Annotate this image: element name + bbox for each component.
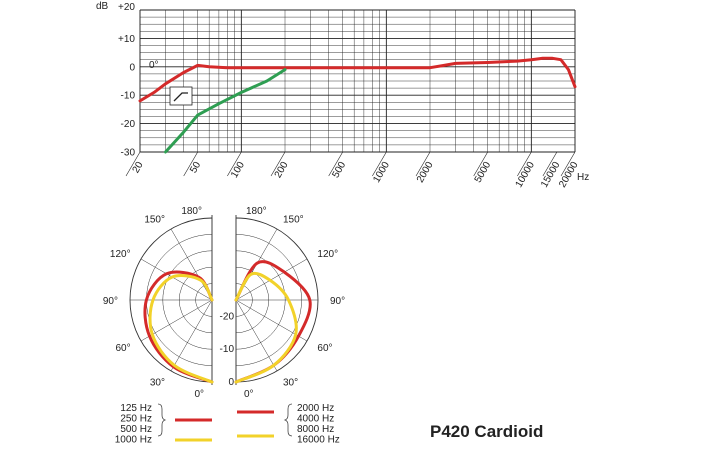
polar-series-left-yellow: [148, 274, 214, 384]
legend-freq-left: 250 Hz: [120, 414, 152, 425]
y-tick-label: -10: [121, 91, 136, 102]
zero-degree-annotation: 0°: [149, 60, 159, 71]
y-axis-label: dB: [96, 1, 109, 12]
y-tick-label: -20: [121, 119, 136, 130]
polar-radial-label: 0: [228, 377, 234, 388]
legend-brace: [157, 403, 167, 437]
y-tick-label: +10: [118, 34, 135, 45]
polar-angle-label: 90°: [103, 296, 118, 307]
x-tick-mark: [560, 151, 576, 177]
response-line-green: [164, 68, 287, 154]
x-tick-mark: [183, 151, 198, 177]
frequency-series: [138, 56, 577, 154]
x-tick-mark: [473, 151, 488, 177]
x-axis-label: Hz: [577, 172, 589, 183]
polar-angle-label: 120°: [110, 249, 131, 260]
polar-angle-label: 120°: [317, 249, 338, 260]
polar-spoke: [140, 258, 213, 301]
y-tick-label: +20: [118, 2, 135, 13]
legend-freq-right: 8000 Hz: [297, 424, 334, 435]
polar-spoke: [170, 299, 213, 372]
y-tick-label: -30: [121, 148, 136, 159]
x-tick-label: 20: [131, 160, 146, 176]
legend-freq-left: 1000 Hz: [115, 435, 152, 446]
x-tick-mark: [517, 151, 532, 177]
polar-angle-label: 60°: [115, 343, 130, 354]
legend-freq-right: 2000 Hz: [297, 403, 334, 414]
response-line-red: [138, 56, 577, 103]
polar-angle-label: 180°: [181, 206, 202, 217]
x-tick-mark: [372, 151, 387, 177]
y-tick-labels: +20 +10 0 -10 -20 -30: [118, 2, 135, 159]
polar-angle-label: 90°: [330, 296, 345, 307]
polar-angle-label: 180°: [246, 206, 267, 217]
polar-angle-label: 60°: [317, 343, 332, 354]
legend-freq-left: 500 Hz: [120, 424, 152, 435]
legend-brace: [283, 403, 293, 437]
x-tick-label: 50: [188, 160, 203, 176]
legend-freq-left: 125 Hz: [120, 403, 152, 414]
polar-spoke: [170, 228, 213, 301]
legend-freq-right: 4000 Hz: [297, 414, 334, 425]
low-cut-switch-icon: [169, 86, 193, 106]
x-tick-mark: [270, 151, 286, 177]
polar-angle-label: 150°: [144, 215, 165, 226]
x-tick-mark: [542, 151, 558, 177]
polar-angle-label: 0°: [244, 389, 254, 400]
polar-series-left-red: [143, 270, 214, 384]
product-title: P420 Cardioid: [430, 422, 544, 441]
polar-angle-label: 0°: [194, 389, 204, 400]
polar-radial-label: -10: [220, 344, 235, 355]
polar-series: [143, 260, 312, 384]
x-tick-mark: [415, 151, 431, 177]
x-tick-mark: [328, 151, 343, 177]
x-tick-mark: [125, 151, 141, 177]
polar-angle-label: 150°: [283, 215, 304, 226]
polar-spoke: [235, 299, 278, 372]
polar-radial-label: -20: [220, 311, 235, 322]
polar-right-half: [235, 215, 319, 385]
frequency-response-chart: +20+100-10-20-30 20 50 100 200 500 1000 2000 50…: [96, 1, 589, 190]
polar-series-right-yellow: [234, 271, 298, 384]
polar-angle-label: 30°: [150, 377, 165, 388]
x-tick-mark: [227, 151, 242, 177]
y-tick-label: 0: [129, 62, 135, 73]
polar-labels: 180° 150° 120° 90° 60° 30° 0° 180° 150° 120° 90° 60…: [103, 206, 345, 400]
polar-angle-label: 30°: [283, 377, 298, 388]
polar-left-half: [129, 215, 213, 385]
legend-freq-right: 16000 Hz: [297, 435, 340, 446]
